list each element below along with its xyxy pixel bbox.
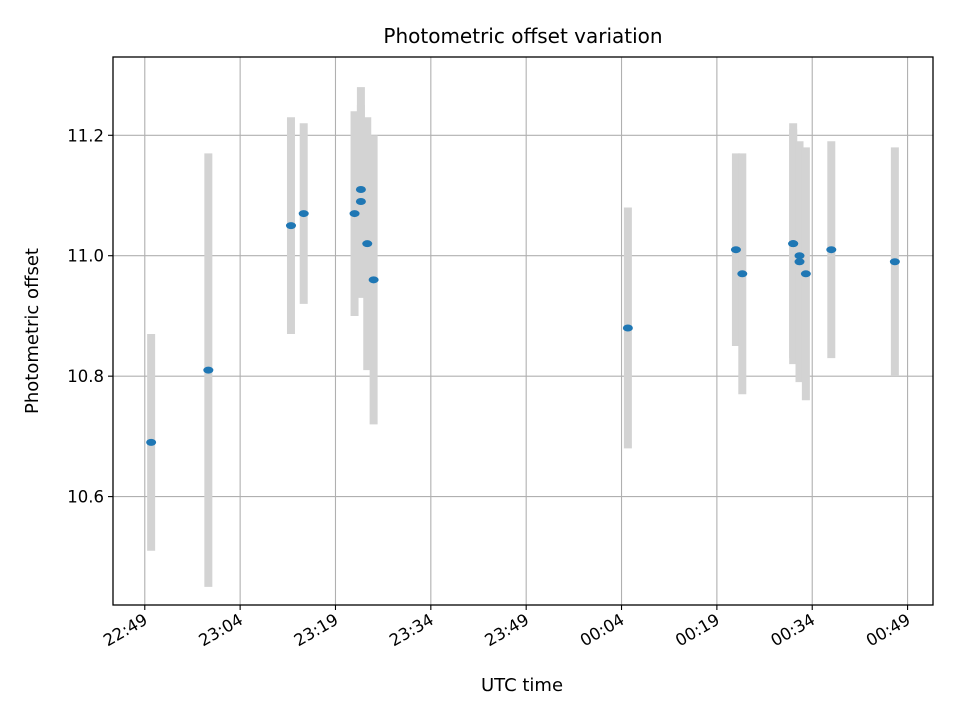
y-tick-label: 11.2: [67, 126, 104, 145]
data-point: [355, 198, 366, 206]
data-point: [730, 246, 741, 254]
data-point: [349, 210, 360, 218]
data-point: [794, 258, 805, 266]
y-axis: 10.6 10.8 11.0 11.2: [67, 126, 113, 507]
data-point: [146, 438, 157, 446]
y-tick-label: 10.6: [67, 488, 104, 507]
data-point: [826, 246, 837, 254]
y-tick-label: 10.8: [67, 367, 104, 386]
y-axis-label: Photometric offset: [22, 248, 43, 414]
data-point: [788, 240, 799, 248]
data-point: [362, 240, 373, 248]
data-point: [203, 366, 214, 374]
data-point: [285, 222, 296, 230]
data-point: [800, 270, 811, 278]
y-tick-label: 11.0: [67, 247, 104, 266]
data-points: [146, 185, 900, 446]
data-point: [794, 252, 805, 260]
data-point: [298, 210, 309, 218]
x-axis-label: UTC time: [481, 675, 563, 696]
data-point: [355, 185, 366, 193]
data-point: [622, 324, 633, 332]
data-point: [737, 270, 748, 278]
chart-title: Photometric offset variation: [383, 24, 662, 48]
data-point: [889, 258, 900, 266]
data-point: [368, 276, 379, 284]
axes-frame: [112, 56, 934, 606]
